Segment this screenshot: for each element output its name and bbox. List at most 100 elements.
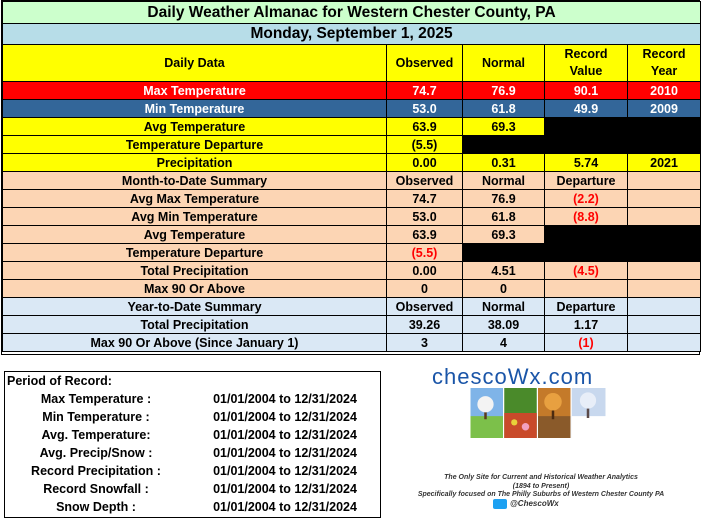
observed-header: Observed xyxy=(386,171,463,190)
observed-value: 0.00 xyxy=(386,261,463,280)
blank-cell xyxy=(626,261,702,280)
period-row: Min Temperature : 01/01/2004 to 12/31/20… xyxy=(5,410,382,428)
logo-years: (1894 to Present) xyxy=(512,483,570,490)
period-value: 01/01/2004 to 12/31/2024 xyxy=(213,482,357,496)
blank-cell xyxy=(626,243,702,262)
daily-row-min-temp: Min Temperature 53.0 61.8 49.9 2009 xyxy=(2,99,702,118)
observed-value: 39.26 xyxy=(386,315,463,334)
period-label: Avg. Temperature: xyxy=(41,428,151,442)
page-title: Daily Weather Almanac for Western Cheste… xyxy=(1,1,702,24)
normal-value: 0.31 xyxy=(462,153,545,172)
record-value-header: Record Value xyxy=(544,44,628,82)
observed-value: 63.9 xyxy=(386,117,463,136)
record-year: 2021 xyxy=(626,153,702,172)
blank-cell xyxy=(544,117,628,136)
blank-cell xyxy=(626,135,702,154)
blank-cell xyxy=(544,243,628,262)
almanac-table: Daily Weather Almanac for Western Cheste… xyxy=(1,1,702,352)
period-label: Max Temperature : xyxy=(40,392,152,406)
row-label: Min Temperature xyxy=(2,99,387,118)
normal-value: 76.9 xyxy=(462,189,545,208)
daily-data-header: Daily Data xyxy=(2,44,387,82)
departure-header: Departure xyxy=(544,297,628,316)
mtd-row-temp-departure: Temperature Departure (5.5) xyxy=(2,243,702,262)
mtd-header: Month-to-Date Summary xyxy=(2,171,387,190)
period-value: 01/01/2004 to 12/31/2024 xyxy=(213,464,357,478)
observed-value: 0 xyxy=(386,279,463,298)
row-label: Total Precipitation xyxy=(2,315,387,334)
date-subtitle: Monday, September 1, 2025 xyxy=(1,23,702,45)
twitter-handle-text: @ChescoWx xyxy=(510,499,559,509)
observed-value: 3 xyxy=(386,333,463,352)
row-label: Total Precipitation xyxy=(2,261,387,280)
period-label: Record Snowfall : xyxy=(43,482,149,496)
ytd-row-max-90: Max 90 Or Above (Since January 1) 3 4 (1… xyxy=(2,333,702,352)
four-seasons-image xyxy=(470,388,606,438)
record-value: 90.1 xyxy=(544,81,628,100)
record-year: 2009 xyxy=(626,99,702,118)
blank-cell xyxy=(626,297,702,316)
period-value: 01/01/2004 to 12/31/2024 xyxy=(213,500,357,514)
row-label: Avg Temperature xyxy=(2,225,387,244)
twitter-handle[interactable]: @ChescoWx xyxy=(493,499,559,509)
period-of-record-box: Period of Record: Max Temperature : 01/0… xyxy=(4,371,381,518)
period-value: 01/01/2004 to 12/31/2024 xyxy=(213,446,357,460)
departure-value: (8.8) xyxy=(544,207,628,226)
chescowx-logo[interactable]: chescoWx.com The Only Site for Current a… xyxy=(380,362,702,519)
observed-header: Observed xyxy=(386,297,463,316)
observed-header: Observed xyxy=(386,44,463,82)
blank-cell xyxy=(626,333,702,352)
blank-cell xyxy=(626,279,702,298)
mtd-row-avg-max: Avg Max Temperature 74.7 76.9 (2.2) xyxy=(2,189,702,208)
row-label: Max 90 Or Above xyxy=(2,279,387,298)
record-value: 49.9 xyxy=(544,99,628,118)
departure-value: (1) xyxy=(544,333,628,352)
blank-cell xyxy=(626,225,702,244)
normal-header: Normal xyxy=(462,171,545,190)
row-label: Max Temperature xyxy=(2,81,387,100)
period-of-record-title: Period of Record: xyxy=(7,374,112,388)
normal-header: Normal xyxy=(462,297,545,316)
blank-cell xyxy=(626,189,702,208)
period-row: Avg. Precip/Snow : 01/01/2004 to 12/31/2… xyxy=(5,446,382,464)
blank-cell xyxy=(626,171,702,190)
normal-value: 4.51 xyxy=(462,261,545,280)
blank-cell xyxy=(626,117,702,136)
departure-value xyxy=(544,279,628,298)
daily-row-precipitation: Precipitation 0.00 0.31 5.74 2021 xyxy=(2,153,702,172)
row-label: Precipitation xyxy=(2,153,387,172)
mtd-row-avg-temp: Avg Temperature 63.9 69.3 xyxy=(2,225,702,244)
mtd-row-total-precip: Total Precipitation 0.00 4.51 (4.5) xyxy=(2,261,702,280)
ytd-header: Year-to-Date Summary xyxy=(2,297,387,316)
mtd-row-max-90: Max 90 Or Above 0 0 xyxy=(2,279,702,298)
departure-value: (2.2) xyxy=(544,189,628,208)
blank-cell xyxy=(626,207,702,226)
row-label: Avg Temperature xyxy=(2,117,387,136)
daily-row-max-temp: Max Temperature 74.7 76.9 90.1 2010 xyxy=(2,81,702,100)
blank-cell xyxy=(462,243,545,262)
period-row: Record Precipitation : 01/01/2004 to 12/… xyxy=(5,464,382,482)
period-row: Snow Depth : 01/01/2004 to 12/31/2024 xyxy=(5,500,382,518)
daily-row-avg-temp: Avg Temperature 63.9 69.3 xyxy=(2,117,702,136)
ytd-header-row: Year-to-Date Summary Observed Normal Dep… xyxy=(2,297,702,316)
period-row: Avg. Temperature: 01/01/2004 to 12/31/20… xyxy=(5,428,382,446)
period-label: Min Temperature : xyxy=(42,410,150,424)
period-label: Avg. Precip/Snow : xyxy=(39,446,153,460)
observed-value: (5.5) xyxy=(386,243,463,262)
twitter-icon xyxy=(493,499,507,509)
observed-value: 63.9 xyxy=(386,225,463,244)
record-year-header: Record Year xyxy=(626,44,702,82)
normal-value: 69.3 xyxy=(462,225,545,244)
logo-wordmark: chescoWx.com xyxy=(432,364,594,389)
row-label: Avg Max Temperature xyxy=(2,189,387,208)
normal-value: 38.09 xyxy=(462,315,545,334)
observed-value: 53.0 xyxy=(386,99,463,118)
normal-value: 4 xyxy=(462,333,545,352)
logo-tagline: The Only Site for Current and Historical… xyxy=(444,474,638,481)
blank-cell xyxy=(626,315,702,334)
observed-value: 53.0 xyxy=(386,207,463,226)
normal-value: 0 xyxy=(462,279,545,298)
normal-value: 69.3 xyxy=(462,117,545,136)
period-value: 01/01/2004 to 12/31/2024 xyxy=(213,410,357,424)
ytd-row-total-precip: Total Precipitation 39.26 38.09 1.17 xyxy=(2,315,702,334)
